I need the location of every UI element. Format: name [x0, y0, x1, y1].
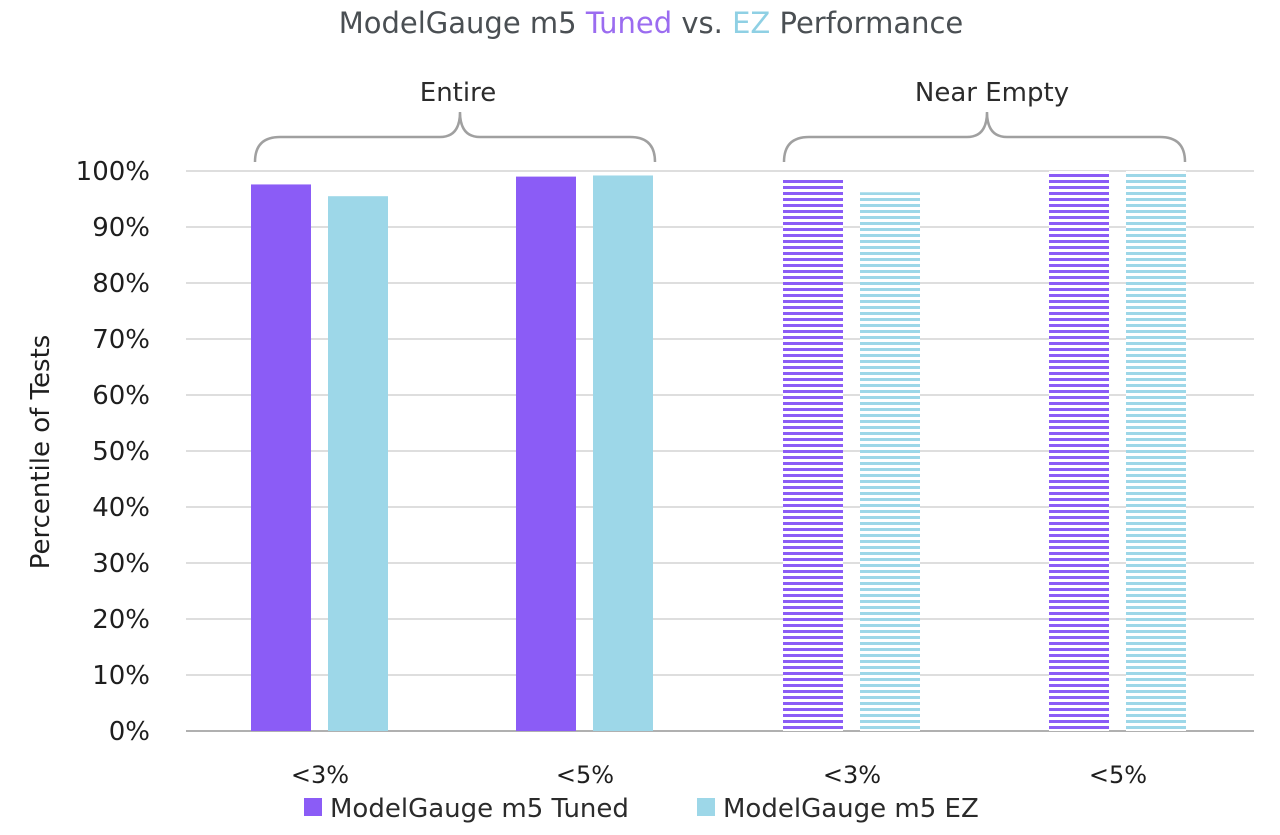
- group-label-near-empty: Near Empty: [915, 78, 1069, 108]
- y-tick-label: 90%: [92, 213, 150, 243]
- y-tick-label: 80%: [92, 269, 150, 299]
- title-ez: EZ: [732, 6, 770, 40]
- legend-label-ez: ModelGauge m5 EZ: [723, 794, 979, 824]
- y-tick-label: 10%: [92, 661, 150, 691]
- bar-tuned: [251, 184, 311, 731]
- y-tick-label: 0%: [109, 717, 150, 747]
- category-labels: <3% <5% <3% <5%: [291, 761, 1147, 789]
- bar-tuned: [1049, 171, 1109, 731]
- legend-swatch-tuned: [304, 798, 322, 816]
- category-label: <3%: [291, 761, 349, 789]
- y-tick-label: 100%: [76, 157, 150, 187]
- legend-label-tuned: ModelGauge m5 Tuned: [330, 794, 629, 824]
- y-tick-label: 50%: [92, 437, 150, 467]
- legend-swatch-ez: [697, 798, 715, 816]
- title-part5: Performance: [770, 6, 963, 40]
- title-part1: ModelGauge m5: [339, 6, 586, 40]
- y-tick-label: 60%: [92, 381, 150, 411]
- title-tuned: Tuned: [585, 6, 672, 40]
- y-tick-label: 40%: [92, 493, 150, 523]
- bar-ez: [328, 196, 388, 731]
- chart-title: ModelGauge m5 Tuned vs. EZ Performance: [339, 6, 964, 40]
- y-tick-label: 70%: [92, 325, 150, 355]
- bar-tuned: [783, 179, 843, 731]
- bar-ez: [860, 192, 920, 731]
- title-part3: vs.: [672, 6, 732, 40]
- group-bracket-entire: [253, 111, 657, 163]
- y-axis-title: Percentile of Tests: [26, 335, 56, 570]
- legend: ModelGauge m5 Tuned ModelGauge m5 EZ: [304, 794, 979, 824]
- bar-tuned: [516, 176, 576, 732]
- category-label: <5%: [1089, 761, 1147, 789]
- category-label: <3%: [823, 761, 881, 789]
- group-label-entire: Entire: [420, 78, 496, 108]
- group-bracket-near-empty: [782, 111, 1187, 163]
- y-tick-label: 20%: [92, 605, 150, 635]
- bar-ez: [593, 175, 653, 732]
- bar-ez: [1126, 171, 1186, 731]
- y-tick-labels: 0% 10% 20% 30% 40% 50% 60% 70% 80% 90% 100%: [76, 157, 150, 747]
- category-label: <5%: [556, 761, 614, 789]
- bars: [251, 171, 1186, 732]
- y-tick-label: 30%: [92, 549, 150, 579]
